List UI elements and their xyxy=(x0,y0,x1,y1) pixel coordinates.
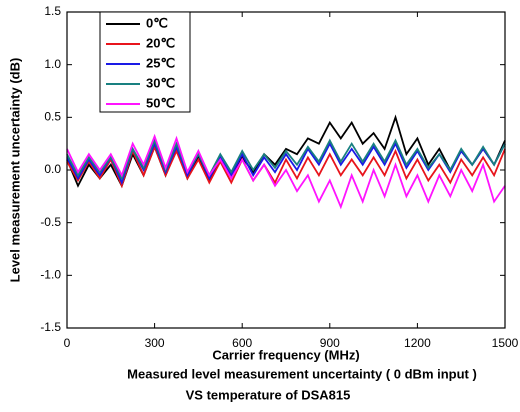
x-tick-label: 1200 xyxy=(404,336,431,350)
series-line xyxy=(66,144,506,189)
y-tick-label: 1.5 xyxy=(44,4,61,18)
y-tick-label: -1.5 xyxy=(40,320,61,334)
title-line: VS temperature of DSA815 xyxy=(186,387,351,402)
y-tick-label: -1.0 xyxy=(40,268,61,282)
legend-label: 50℃ xyxy=(146,95,175,110)
x-tick-label: 1500 xyxy=(492,336,519,350)
x-tick-label: 600 xyxy=(232,336,252,350)
plot-frame xyxy=(66,11,506,329)
y-tick-label: 0.5 xyxy=(44,110,61,124)
legend-label: 30℃ xyxy=(146,75,175,90)
y-tick-label: 0.0 xyxy=(44,162,61,176)
x-tick-label: 300 xyxy=(145,336,165,350)
series-line xyxy=(66,133,506,210)
y-tick-label: -0.5 xyxy=(40,215,61,229)
title-line: Measured level measurement uncertainty (… xyxy=(127,366,477,381)
y-tick-label: 1.0 xyxy=(44,57,61,71)
legend-label: 0℃ xyxy=(146,15,168,30)
x-tick-label: 0 xyxy=(64,336,71,350)
legend-box xyxy=(99,11,191,113)
x-tick-label: 900 xyxy=(320,336,340,350)
y-axis-label: Level measurement uncertainty (dB) xyxy=(7,58,22,283)
legend-label: 20℃ xyxy=(146,35,175,50)
x-axis-label: Carrier frequency (MHz) xyxy=(212,347,359,362)
legend-label: 25℃ xyxy=(146,55,175,70)
series-line xyxy=(66,138,506,181)
